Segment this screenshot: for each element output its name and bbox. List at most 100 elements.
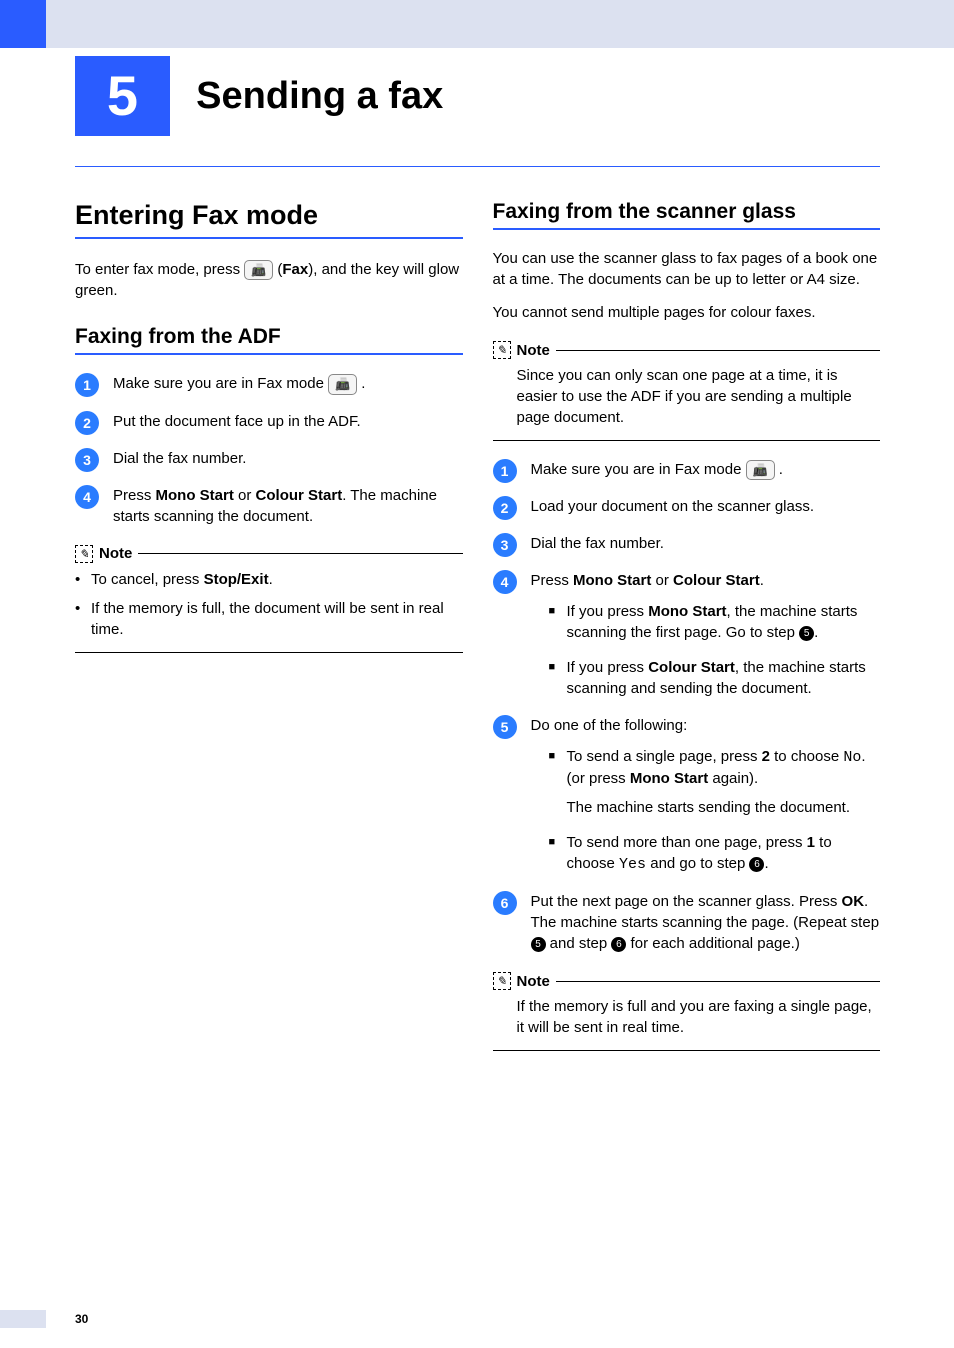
fax-key-icon: 📠	[328, 374, 357, 395]
note-end-rule	[75, 652, 463, 653]
sub-item: To send a single page, press 2 to choose…	[549, 746, 881, 818]
yes-mono: Yes	[619, 856, 646, 873]
text: .	[814, 624, 818, 641]
chapter-number: 5	[75, 56, 170, 136]
step-2: 2 Load your document on the scanner glas…	[493, 496, 881, 517]
glass-intro-1: You can use the scanner glass to fax pag…	[493, 248, 881, 290]
note-body: If the memory is full and you are faxing…	[493, 996, 881, 1038]
text: .	[764, 855, 768, 872]
note-item: To cancel, press Stop/Exit.	[75, 569, 463, 590]
text: The machine starts scanning the page. (R…	[531, 914, 880, 931]
no-mono: No	[843, 749, 861, 766]
step5-sublist: To send a single page, press 2 to choose…	[531, 746, 881, 875]
header-accent	[0, 0, 46, 48]
text: Load your document on the scanner glass.	[531, 498, 815, 515]
header-bar	[0, 0, 954, 48]
note-title: Note	[517, 342, 550, 359]
step-badge-4: 4	[75, 485, 99, 509]
sub-item: If you press Colour Start, the machine s…	[549, 657, 881, 699]
colour-start-bold: Colour Start	[648, 659, 735, 676]
note-box-right-1: ✎ Note Since you can only scan one page …	[493, 341, 881, 441]
step-badge-3: 3	[75, 448, 99, 472]
note-bullets: To cancel, press Stop/Exit. If the memor…	[75, 569, 463, 640]
step-1: 1 Make sure you are in Fax mode 📠 .	[493, 459, 881, 480]
step-3: 3 Dial the fax number.	[493, 533, 881, 554]
key-1-bold: 1	[807, 834, 815, 851]
step-badge-3: 3	[493, 533, 517, 557]
fax-key-icon: 📠	[746, 460, 775, 481]
text: To cancel, press	[91, 571, 204, 588]
step-4: 4 Press Mono Start or Colour Start. If y…	[493, 570, 881, 699]
colour-start-bold: Colour Start	[673, 572, 760, 589]
text: If you press	[567, 603, 649, 620]
note-box-right-2: ✎ Note If the memory is full and you are…	[493, 972, 881, 1051]
text: and step	[546, 935, 612, 952]
step-6: 6 Put the next page on the scanner glass…	[493, 891, 881, 954]
text: .	[361, 375, 365, 392]
note-icon: ✎	[493, 341, 511, 359]
fax-key-icon: 📠	[244, 260, 273, 281]
chapter-title: Sending a fax	[196, 75, 443, 118]
step4-sublist: If you press Mono Start, the machine sta…	[531, 601, 881, 699]
step-1: 1 Make sure you are in Fax mode 📠 .	[75, 373, 463, 394]
note-item: If the memory is full, the document will…	[75, 598, 463, 640]
step-ref-icon: 5	[531, 937, 546, 952]
page-number: 30	[75, 1312, 88, 1326]
step-5: 5 Do one of the following: To send a sin…	[493, 715, 881, 875]
subsection-faxing-glass: Faxing from the scanner glass	[493, 200, 881, 230]
text: Press	[113, 487, 156, 504]
note-icon: ✎	[493, 972, 511, 990]
note-rule	[556, 981, 880, 982]
step-2: 2 Put the document face up in the ADF.	[75, 411, 463, 432]
text: Do one of the following:	[531, 717, 688, 734]
text: To send more than one page, press	[567, 834, 807, 851]
fax-bold: Fax	[282, 261, 308, 278]
note-rule	[556, 350, 880, 351]
step-4: 4 Press Mono Start or Colour Start. The …	[75, 485, 463, 527]
text: or	[651, 572, 673, 589]
text: .	[760, 572, 764, 589]
step-badge-2: 2	[493, 496, 517, 520]
text: Dial the fax number.	[531, 535, 664, 552]
key-2-bold: 2	[762, 748, 770, 765]
ok-bold: OK	[842, 893, 865, 910]
colour-start-bold: Colour Start	[256, 487, 343, 504]
stop-exit-bold: Stop/Exit	[204, 571, 269, 588]
chapter-header: 5 Sending a fax	[75, 56, 880, 167]
step-badge-4: 4	[493, 570, 517, 594]
left-column: Entering Fax mode To enter fax mode, pre…	[75, 200, 463, 1069]
glass-steps: 1 Make sure you are in Fax mode 📠 . 2 Lo…	[493, 459, 881, 954]
note-title: Note	[517, 973, 550, 990]
text: Press	[531, 572, 574, 589]
text: Put the next page on the scanner glass. …	[531, 893, 842, 910]
note-rule	[138, 553, 462, 554]
right-column: Faxing from the scanner glass You can us…	[493, 200, 881, 1069]
text: Make sure you are in Fax mode	[531, 461, 746, 478]
text: To send a single page, press	[567, 748, 762, 765]
step-badge-1: 1	[493, 459, 517, 483]
note-icon: ✎	[75, 545, 93, 563]
text: .	[779, 461, 783, 478]
note-title: Note	[99, 545, 132, 562]
follow-text: The machine starts sending the document.	[567, 797, 881, 818]
mono-start-bold: Mono Start	[156, 487, 234, 504]
note-box-left: ✎ Note To cancel, press Stop/Exit. If th…	[75, 545, 463, 653]
text: to choose	[770, 748, 843, 765]
step-badge-5: 5	[493, 715, 517, 739]
note-end-rule	[493, 1050, 881, 1051]
note-end-rule	[493, 440, 881, 441]
text: .	[269, 571, 273, 588]
mono-start-bold: Mono Start	[630, 770, 708, 787]
section-entering-fax-mode: Entering Fax mode	[75, 200, 463, 239]
content-columns: Entering Fax mode To enter fax mode, pre…	[75, 200, 880, 1069]
note-header: ✎ Note	[75, 545, 463, 563]
text: If you press	[567, 659, 649, 676]
adf-steps: 1 Make sure you are in Fax mode 📠 . 2 Pu…	[75, 373, 463, 526]
footer-accent	[0, 1310, 46, 1328]
mono-start-bold: Mono Start	[573, 572, 651, 589]
note-header: ✎ Note	[493, 972, 881, 990]
sub-item: To send more than one page, press 1 to c…	[549, 832, 881, 875]
sub-item: If you press Mono Start, the machine sta…	[549, 601, 881, 643]
text: Dial the fax number.	[113, 450, 246, 467]
note-header: ✎ Note	[493, 341, 881, 359]
